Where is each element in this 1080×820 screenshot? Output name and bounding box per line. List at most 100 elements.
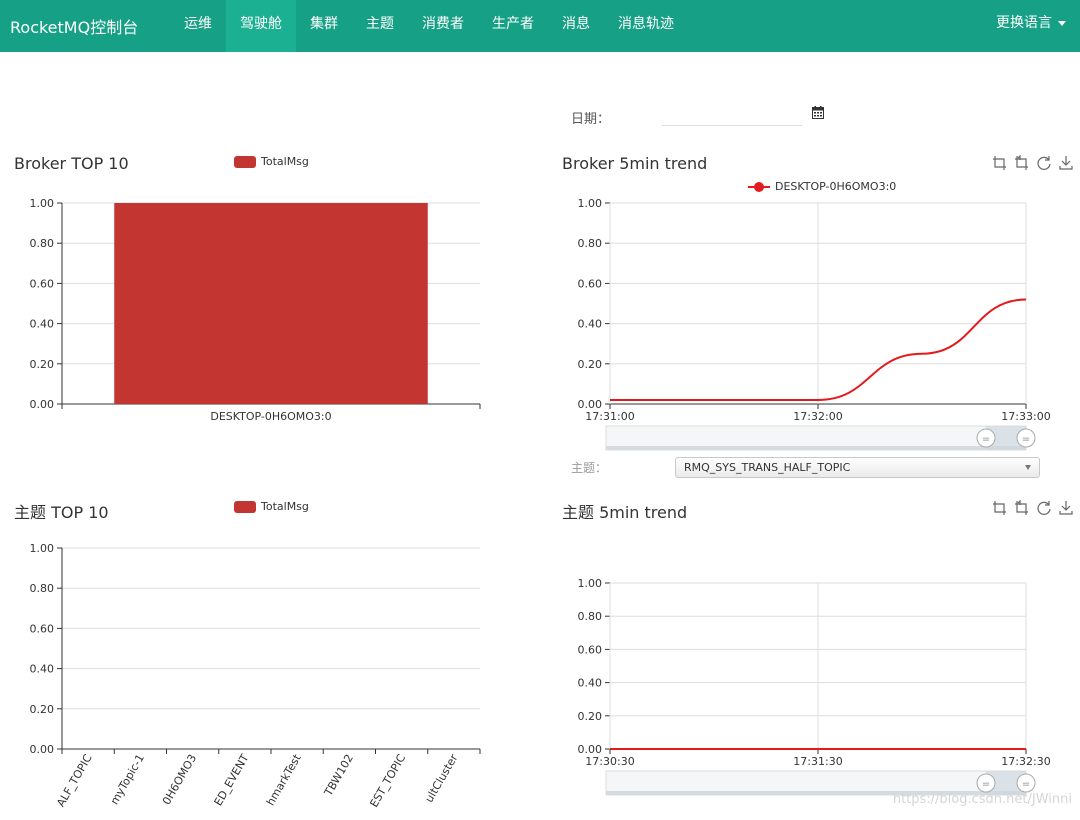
y-tick-label: 1.00	[30, 542, 55, 555]
calendar-icon[interactable]	[812, 106, 824, 119]
topic-select-label: 主题：	[571, 461, 608, 475]
nav-item-dashboard[interactable]: 驾驶舱	[226, 0, 296, 52]
topic-select[interactable]: RMQ_SYS_TRANS_HALF_TOPIC	[675, 457, 1040, 478]
datazoom-handle-left	[976, 428, 996, 448]
datazoom-shadow	[606, 446, 1026, 450]
y-tick-label: 1.00	[578, 577, 603, 590]
legend-label: DESKTOP-0H6OMO3:0	[775, 180, 897, 193]
broker-top10-legend[interactable]: TotalMsg	[234, 155, 309, 168]
save-image-icon[interactable]	[1058, 155, 1074, 171]
y-tick-label: 0.00	[30, 743, 55, 756]
topic-trend-toolbox	[992, 500, 1074, 516]
y-tick-label: 0.40	[30, 663, 55, 676]
y-tick-label: 0.60	[578, 277, 603, 290]
language-dropdown[interactable]: 更换语言	[996, 0, 1066, 48]
legend-swatch	[234, 155, 256, 168]
topic-trend-title: 主题 5min trend	[562, 503, 688, 522]
y-tick-label: 0.60	[578, 643, 603, 656]
topic-trend-chart: 0.00 0.20 0.40 0.60 0.80 1.00 17:30:30 17:31:30…	[578, 577, 1051, 796]
restore-icon[interactable]	[1036, 500, 1052, 516]
x-tick-label: 17:31:30	[793, 755, 842, 768]
language-label: 更换语言	[996, 15, 1052, 31]
y-tick-label: 0.20	[578, 358, 603, 371]
legend-label: TotalMsg	[261, 155, 309, 168]
date-input[interactable]	[662, 104, 802, 126]
nav-item-topic[interactable]: 主题	[366, 16, 394, 32]
y-tick-label: 0.40	[578, 677, 603, 690]
x-tick-label: ED_EVENT	[212, 752, 252, 808]
y-tick-label: 0.80	[578, 610, 603, 623]
topic-top10-legend[interactable]: TotalMsg	[234, 500, 309, 513]
datazoom-handle-grip: =	[1022, 434, 1030, 445]
nav-item-message-trace[interactable]: 消息轨迹	[618, 16, 674, 32]
y-tick-label: 1.00	[578, 197, 603, 210]
y-tick-label: 0.60	[30, 277, 55, 290]
date-label: 日期：	[571, 112, 611, 127]
broker-top10-chart: 0.00 0.20 0.40 0.60 0.80 1.00 DESKTOP-0H6OMO3:…	[30, 197, 481, 423]
x-tick-label: ALF_TOPIC	[54, 752, 95, 809]
legend-label: TotalMsg	[261, 500, 309, 513]
datazoom-handle-right	[1016, 773, 1036, 793]
restore-icon[interactable]	[1036, 155, 1052, 171]
y-tick-label: 0.00	[30, 398, 55, 411]
datazoom-handle-left	[976, 773, 996, 793]
top-navbar: RocketMQ控制台 运维 驾驶舱 集群 主题 消费者 生产者 消息 消息轨迹…	[0, 0, 1080, 52]
broker-top10-title: Broker TOP 10	[14, 154, 129, 173]
nav-item-message[interactable]: 消息	[562, 16, 590, 32]
topic-select-value: RMQ_SYS_TRANS_HALF_TOPIC	[684, 461, 851, 474]
save-image-icon[interactable]	[1058, 500, 1074, 516]
topic-top10-chart: 0.00 0.20 0.40 0.60 0.80 1.00 ALF_TOPIC myTopic…	[30, 542, 481, 810]
x-tick-label: 17:30:30	[585, 755, 634, 768]
zoom-reset-icon[interactable]	[1014, 500, 1030, 516]
datazoom-shadow	[606, 791, 1026, 795]
x-tick-label: 17:32:00	[793, 410, 842, 423]
x-tick-label: 17:32:30	[1001, 755, 1050, 768]
datazoom-handle-grip: =	[982, 779, 990, 790]
y-tick-label: 0.60	[30, 622, 55, 635]
datazoom-handle-right	[1016, 428, 1036, 448]
x-tick-label: hmarkTest	[264, 751, 304, 807]
legend-line-marker	[748, 181, 770, 192]
nav-item-consumer[interactable]: 消费者	[422, 16, 464, 32]
broker-trend-toolbox	[992, 155, 1074, 171]
caret-down-icon	[1058, 20, 1066, 26]
broker-trend-legend[interactable]: DESKTOP-0H6OMO3:0	[748, 180, 896, 193]
y-tick-label: 0.20	[30, 703, 55, 716]
select-arrow-icon	[1025, 465, 1031, 470]
legend-swatch	[234, 500, 256, 513]
nav-item-cluster[interactable]: 集群	[310, 16, 338, 32]
zoom-reset-icon[interactable]	[1014, 155, 1030, 171]
x-tick-label: 17:33:00	[1001, 410, 1050, 423]
y-tick-label: 0.80	[578, 237, 603, 250]
x-tick-label: myTopic-1	[108, 752, 147, 807]
datazoom-handle-grip: =	[1022, 779, 1030, 790]
zoom-icon[interactable]	[992, 500, 1008, 516]
x-tick-label: TBW102	[321, 752, 356, 799]
y-tick-label: 0.00	[578, 743, 603, 756]
y-tick-label: 0.00	[578, 398, 603, 411]
topic-top10-title: 主题 TOP 10	[14, 503, 109, 522]
x-tick-label: 0H6OMO3	[160, 752, 199, 807]
y-tick-label: 0.20	[30, 358, 55, 371]
x-tick-label: 17:31:00	[585, 410, 634, 423]
x-tick-label: DESKTOP-0H6OMO3:0	[210, 410, 331, 423]
main-nav: 运维 驾驶舱 集群 主题 消费者 生产者 消息 消息轨迹	[170, 0, 688, 52]
broker-trend-title: Broker 5min trend	[562, 154, 708, 173]
y-tick-label: 0.20	[578, 710, 603, 723]
bar	[114, 203, 428, 404]
y-tick-label: 0.80	[30, 237, 55, 250]
x-tick-label: EST_TOPIC	[367, 752, 408, 810]
watermark: https://blog.csdn.net/JWinni	[892, 792, 1072, 807]
y-tick-label: 0.40	[578, 318, 603, 331]
nav-item-producer[interactable]: 生产者	[492, 16, 534, 32]
nav-item-ops[interactable]: 运维	[184, 16, 212, 32]
x-tick-label: ultCluster	[423, 752, 461, 805]
broker-trend-chart: 0.00 0.20 0.40 0.60 0.80 1.00 17:31:00 17:32:00…	[578, 197, 1051, 451]
y-tick-label: 1.00	[30, 197, 55, 210]
series-line	[609, 298, 1027, 401]
y-tick-label: 0.80	[30, 582, 55, 595]
y-tick-label: 0.40	[30, 318, 55, 331]
brand-logo[interactable]: RocketMQ控制台	[10, 18, 139, 37]
datazoom-handle-grip: =	[982, 434, 990, 445]
zoom-icon[interactable]	[992, 155, 1008, 171]
